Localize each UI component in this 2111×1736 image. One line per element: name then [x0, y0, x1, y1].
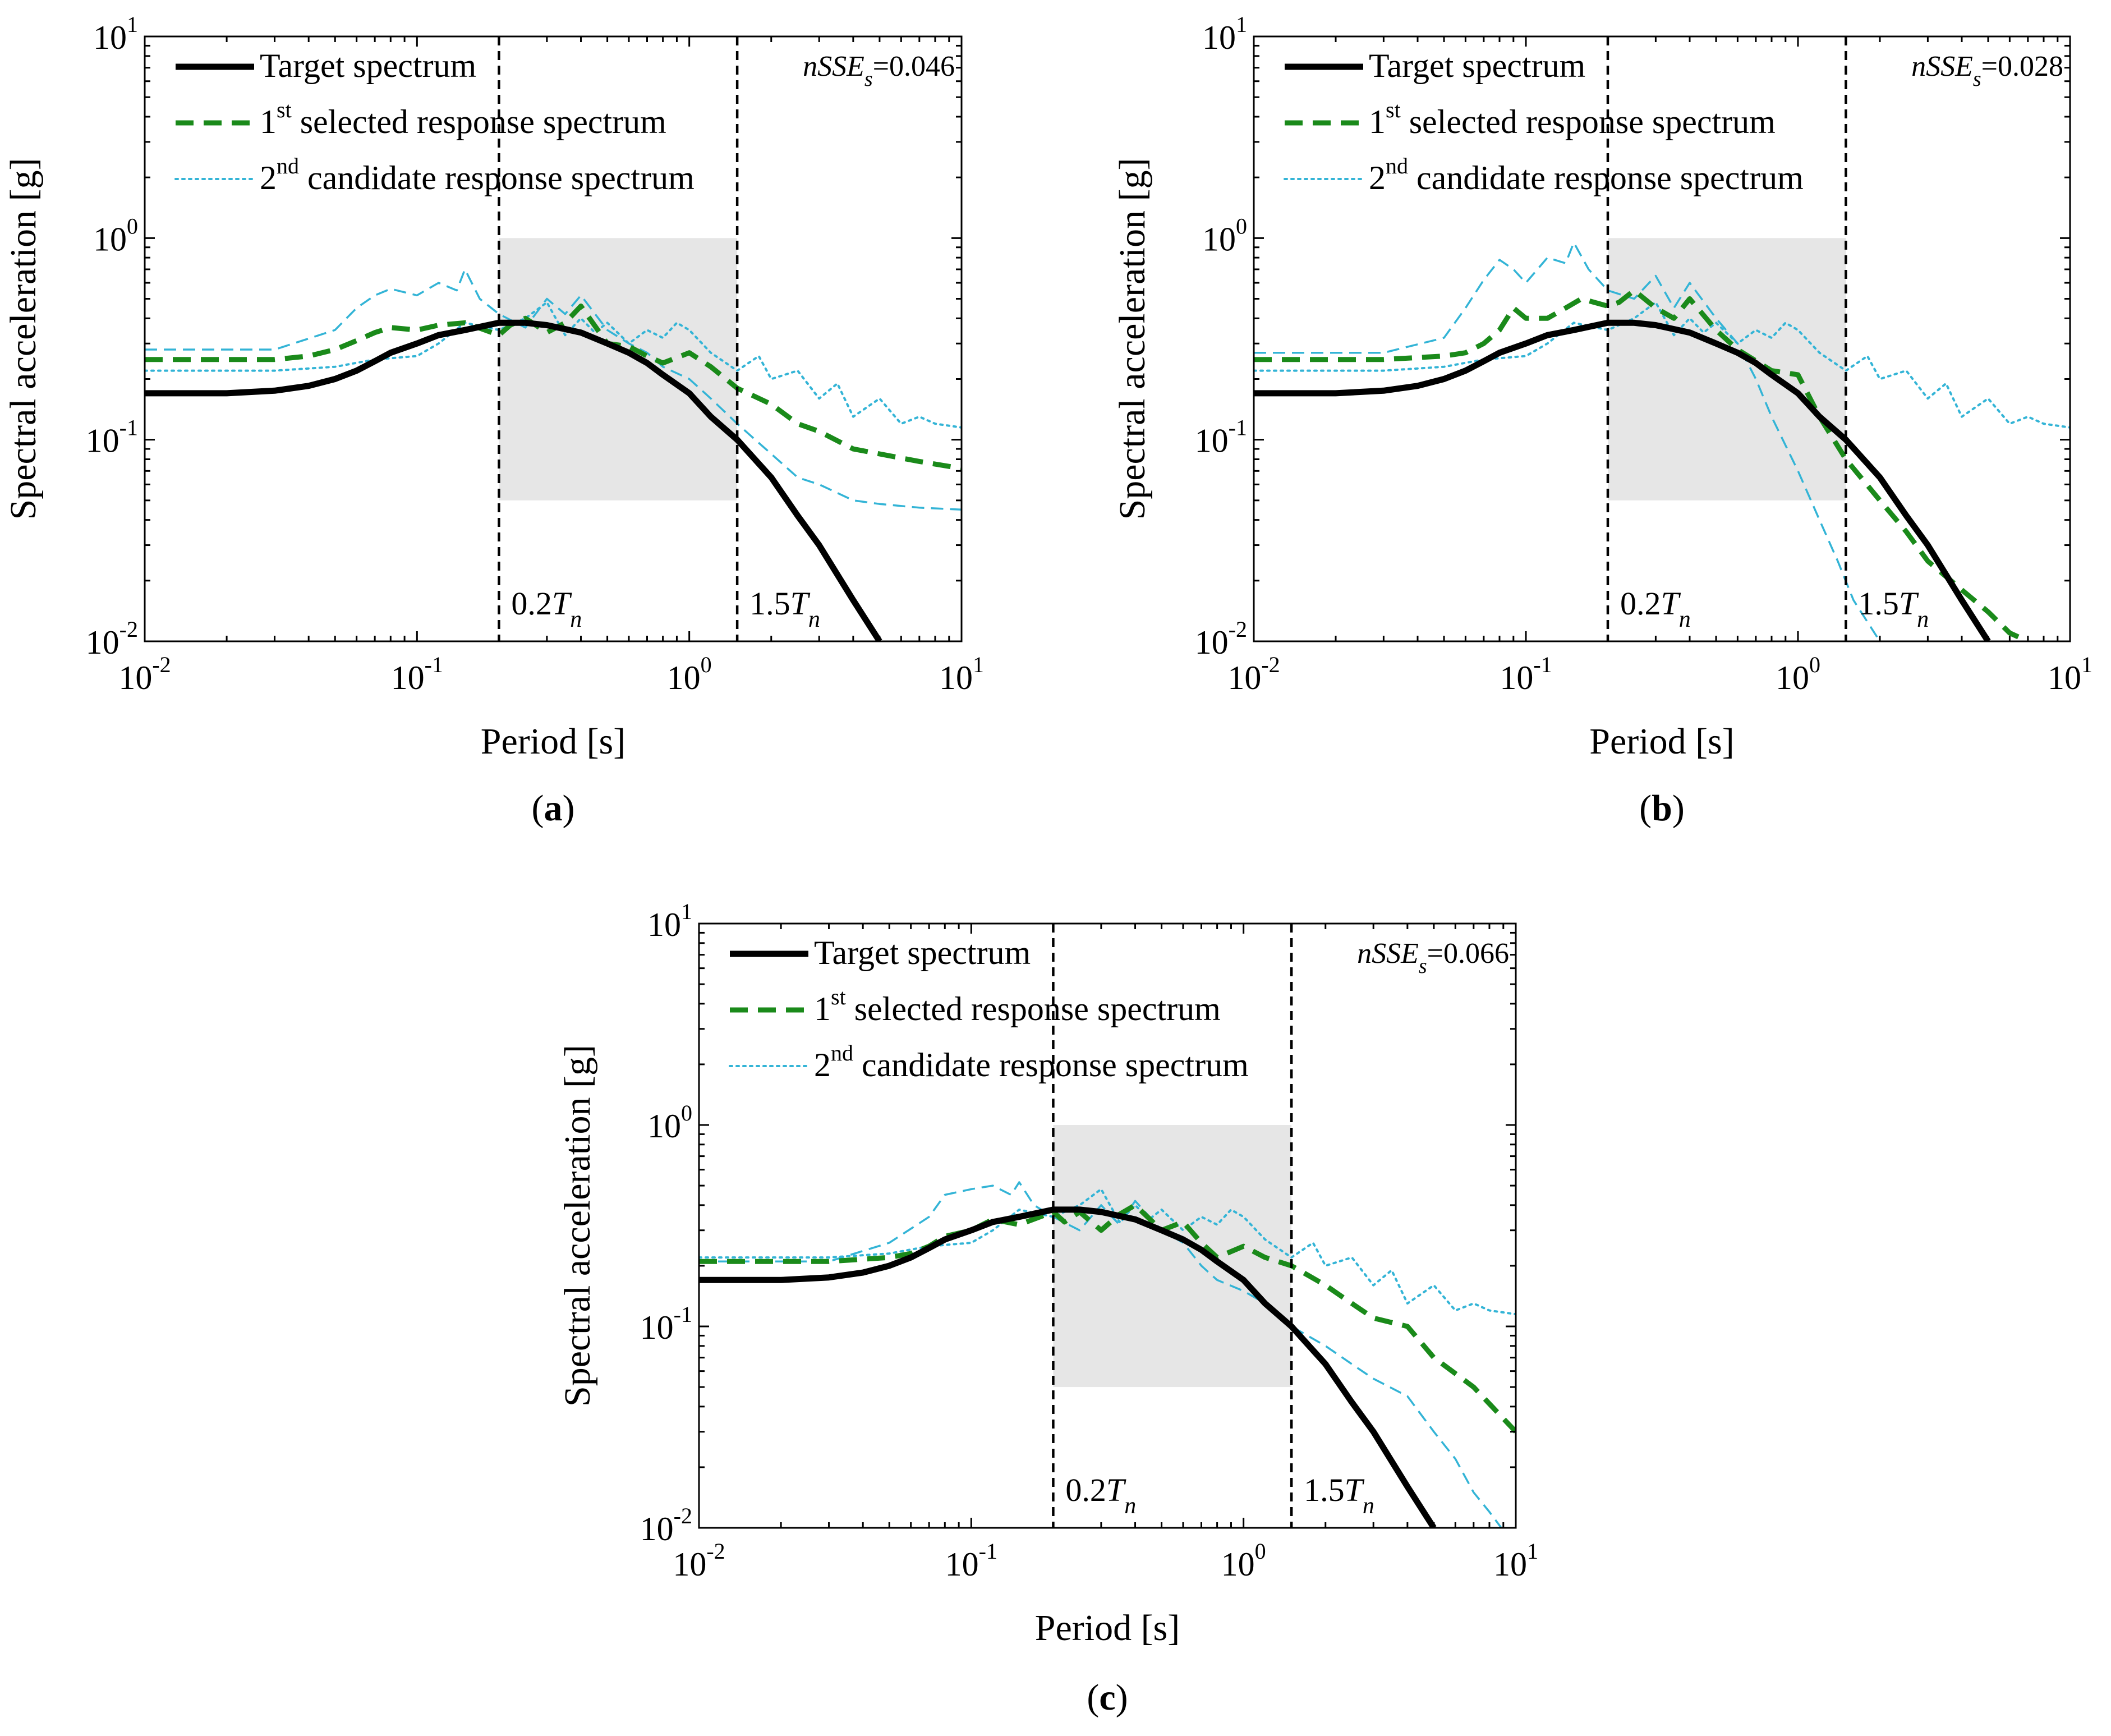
- axes-frame: [1253, 35, 2071, 642]
- x-axis-label: Period [s]: [481, 721, 626, 762]
- x-tick-label: 10-1: [1500, 652, 1552, 696]
- nsse-annotation: nSSEs=0.066: [1357, 938, 1509, 978]
- y-tick-label: 100: [93, 213, 138, 258]
- y-axis-label: Spectral acceleration [g]: [557, 1045, 598, 1407]
- candidate-scaled-line: [1254, 241, 1881, 641]
- legend-label-target: Target spectrum: [260, 47, 476, 84]
- legend: Target spectrum 1st selected response spe…: [174, 47, 695, 196]
- panel-label: (b): [1639, 788, 1685, 829]
- x-tick-label: 100: [1221, 1538, 1266, 1583]
- legend: Target spectrum 1st selected response spe…: [729, 934, 1249, 1083]
- legend-label-candidate: 2nd candidate response spectrum: [814, 1040, 1249, 1083]
- y-axis-label: Spectral acceleration [g]: [3, 158, 44, 520]
- y-tick-label: 101: [93, 12, 138, 56]
- shaded-period-range: [1053, 1125, 1292, 1388]
- panel-b: 0.2Tn 1.5Tn 10-2 10-1 100 101 10-2 10-1 100 101 Pe…: [1112, 12, 2092, 829]
- selected-line: [699, 1202, 1516, 1434]
- target-line: [699, 1206, 1437, 1528]
- target-line: [1254, 319, 1991, 641]
- y-tick-label: 10-2: [1195, 617, 1247, 661]
- label-0.2tn: 0.2Tn: [1065, 1472, 1136, 1519]
- x-tick-label: 10-2: [673, 1538, 725, 1583]
- panel-a: 0.2Tn 1.5Tn 10-2 10-1 100 101 10-2 10-1 100 101 Pe…: [3, 12, 984, 829]
- panel-label: (c): [1087, 1677, 1128, 1718]
- x-tick-label: 101: [1493, 1538, 1538, 1583]
- axes-frame: [144, 35, 963, 642]
- label-1.5tn: 1.5Tn: [1304, 1472, 1374, 1519]
- x-axis-label: Period [s]: [1035, 1608, 1180, 1648]
- shaded-period-range: [499, 238, 738, 500]
- y-tick-label: 101: [647, 899, 692, 943]
- x-tick-label: 10-2: [1227, 652, 1280, 696]
- candidate-line: [145, 301, 962, 429]
- axis-ticks: [144, 35, 963, 642]
- shaded-period-range: [1607, 238, 1846, 500]
- y-tick-label: 101: [1202, 12, 1247, 56]
- candidate-line: [699, 1188, 1516, 1316]
- x-tick-label: 101: [939, 652, 984, 696]
- x-tick-label: 10-1: [391, 652, 443, 696]
- y-tick-label: 10-1: [1195, 415, 1247, 460]
- legend-label-target: Target spectrum: [1369, 47, 1585, 84]
- panel-c: 0.2Tn 1.5Tn 10-2 10-1 100 101 10-2 10-1 100 101 Pe…: [557, 899, 1538, 1718]
- nsse-annotation: nSSEs=0.046: [803, 50, 955, 91]
- legend-label-target: Target spectrum: [814, 934, 1031, 971]
- y-tick-label: 10-2: [86, 617, 138, 661]
- legend-label-selected: 1st selected response spectrum: [260, 97, 666, 140]
- x-axis-label: Period [s]: [1589, 721, 1734, 762]
- x-tick-label: 100: [667, 652, 712, 696]
- y-tick-label: 10-2: [640, 1503, 692, 1547]
- y-tick-label: 100: [1202, 213, 1247, 258]
- y-tick-label: 10-1: [86, 415, 138, 460]
- x-tick-label: 101: [2048, 652, 2092, 696]
- candidate-line: [1254, 301, 2070, 429]
- label-0.2tn: 0.2Tn: [511, 585, 582, 632]
- selected-line: [1254, 288, 2029, 641]
- label-1.5tn: 1.5Tn: [749, 585, 820, 632]
- candidate-scaled-line: [145, 268, 962, 511]
- axes-frame: [698, 922, 1517, 1529]
- y-tick-label: 10-1: [640, 1302, 692, 1346]
- legend-label-candidate: 2nd candidate response spectrum: [1369, 153, 1804, 196]
- axis-ticks: [1253, 35, 2071, 642]
- panel-label: (a): [532, 788, 575, 829]
- x-tick-label: 10-1: [945, 1538, 997, 1583]
- legend-label-selected: 1st selected response spectrum: [814, 984, 1221, 1027]
- nsse-annotation: nSSEs=0.028: [1911, 50, 2063, 91]
- x-tick-label: 100: [1776, 652, 1820, 696]
- label-0.2tn: 0.2Tn: [1620, 585, 1691, 632]
- legend: Target spectrum 1st selected response spe…: [1284, 47, 1804, 196]
- y-axis-label: Spectral acceleration [g]: [1112, 158, 1153, 520]
- y-tick-label: 100: [647, 1100, 692, 1145]
- label-1.5tn: 1.5Tn: [1858, 585, 1929, 632]
- legend-label-selected: 1st selected response spectrum: [1369, 97, 1776, 140]
- legend-label-candidate: 2nd candidate response spectrum: [260, 153, 695, 196]
- target-line: [145, 319, 882, 641]
- x-tick-label: 10-2: [118, 652, 171, 696]
- axis-ticks: [698, 922, 1517, 1529]
